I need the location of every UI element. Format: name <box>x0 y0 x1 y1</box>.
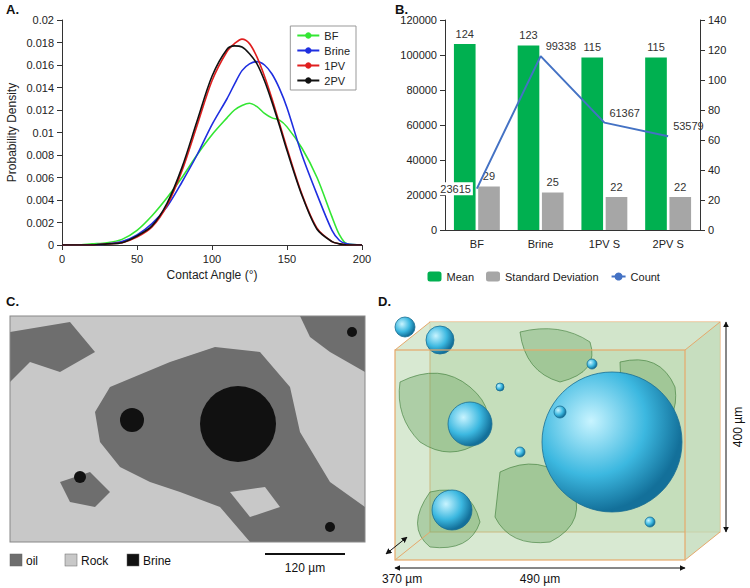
svg-text:Rock: Rock <box>81 554 109 568</box>
svg-text:Brine: Brine <box>324 45 350 57</box>
svg-text:1PV S: 1PV S <box>589 238 620 250</box>
svg-text:115: 115 <box>647 41 665 53</box>
svg-text:2PV: 2PV <box>324 75 345 87</box>
svg-text:100: 100 <box>203 253 221 265</box>
svg-text:Mean: Mean <box>447 271 475 283</box>
svg-text:Count: Count <box>631 271 660 283</box>
svg-text:25: 25 <box>547 176 559 188</box>
svg-text:oil: oil <box>26 554 38 568</box>
svg-text:20000: 20000 <box>406 189 437 201</box>
svg-text:22: 22 <box>610 181 622 193</box>
svg-text:490 µm: 490 µm <box>520 572 560 586</box>
svg-text:Standard Deviation: Standard Deviation <box>505 271 599 283</box>
svg-text:120000: 120000 <box>400 14 437 26</box>
svg-text:120: 120 <box>708 44 726 56</box>
svg-text:Brine: Brine <box>528 238 554 250</box>
svg-text:80000: 80000 <box>406 84 437 96</box>
svg-text:80: 80 <box>708 104 720 116</box>
svg-text:0: 0 <box>431 224 437 236</box>
svg-text:100000: 100000 <box>400 49 437 61</box>
svg-text:115: 115 <box>583 41 601 53</box>
svg-text:0.012: 0.012 <box>26 104 54 116</box>
svg-text:0: 0 <box>48 239 54 251</box>
svg-text:50: 50 <box>131 253 143 265</box>
svg-text:B.: B. <box>395 2 408 17</box>
svg-text:A.: A. <box>6 2 19 17</box>
svg-text:D.: D. <box>378 294 391 309</box>
svg-text:370 µm: 370 µm <box>382 572 422 586</box>
svg-text:0.004: 0.004 <box>26 194 54 206</box>
svg-text:150: 150 <box>278 253 296 265</box>
svg-text:60000: 60000 <box>406 119 437 131</box>
svg-text:Contact Angle (°): Contact Angle (°) <box>167 268 258 282</box>
svg-text:Probability Density: Probability Density <box>5 83 19 182</box>
svg-text:40000: 40000 <box>406 154 437 166</box>
svg-text:60: 60 <box>708 134 720 146</box>
svg-text:1PV: 1PV <box>324 60 345 72</box>
svg-text:23615: 23615 <box>440 183 471 195</box>
svg-text:0.016: 0.016 <box>26 59 54 71</box>
svg-text:0.01: 0.01 <box>33 127 54 139</box>
svg-text:0.02: 0.02 <box>33 14 54 26</box>
svg-text:53579: 53579 <box>673 120 704 132</box>
svg-text:29: 29 <box>482 170 496 182</box>
svg-text:0.018: 0.018 <box>26 37 54 49</box>
svg-text:0.002: 0.002 <box>26 217 54 229</box>
svg-text:124: 124 <box>456 28 474 40</box>
svg-text:61367: 61367 <box>609 107 640 119</box>
svg-text:0.006: 0.006 <box>26 172 54 184</box>
svg-text:120 µm: 120 µm <box>285 561 325 575</box>
svg-text:BF: BF <box>470 238 484 250</box>
svg-text:2PV S: 2PV S <box>653 238 684 250</box>
svg-text:Brine: Brine <box>143 554 171 568</box>
svg-text:40: 40 <box>708 164 720 176</box>
svg-text:20: 20 <box>708 194 720 206</box>
svg-text:C.: C. <box>6 294 19 309</box>
svg-text:99338: 99338 <box>546 40 577 52</box>
svg-text:BF: BF <box>324 30 338 42</box>
svg-text:22: 22 <box>674 181 686 193</box>
svg-text:0: 0 <box>708 224 714 236</box>
svg-text:0: 0 <box>59 253 65 265</box>
svg-text:0.008: 0.008 <box>26 149 54 161</box>
svg-text:100: 100 <box>708 74 726 86</box>
svg-text:200: 200 <box>353 253 371 265</box>
svg-text:0.014: 0.014 <box>26 82 54 94</box>
svg-text:400 µm: 400 µm <box>731 407 745 447</box>
svg-text:140: 140 <box>708 14 726 26</box>
svg-text:123: 123 <box>519 29 537 41</box>
